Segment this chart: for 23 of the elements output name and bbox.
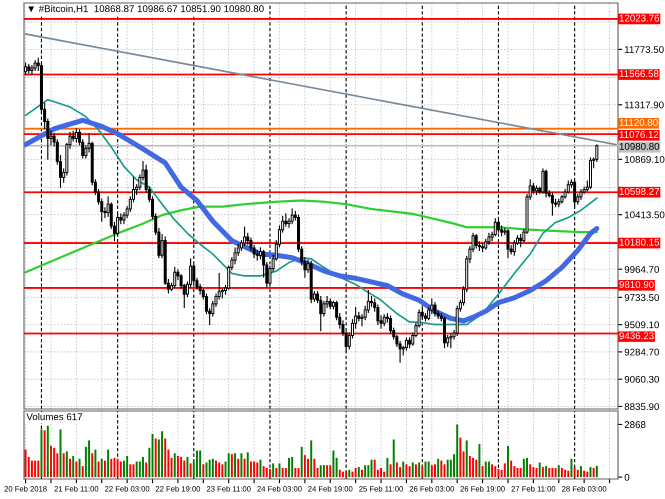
ref-line-label: 12023.76 bbox=[620, 14, 660, 22]
ref-line-label: 10598.27 bbox=[620, 188, 660, 195]
y-tick-label: 10869.10 bbox=[624, 156, 664, 163]
y-tick-label: 9284.70 bbox=[624, 348, 660, 356]
y-tick-label: 11773.50 bbox=[624, 46, 664, 53]
chart-title: Volumes 617 bbox=[26, 413, 82, 420]
y-tick-label: 9060.30 bbox=[624, 376, 660, 383]
ref-line-label: 11120.80 bbox=[620, 119, 658, 126]
ref-line-label: 11076.12 bbox=[620, 131, 658, 138]
ref-line-label: 9436.23 bbox=[619, 332, 654, 340]
ref-line-label: 11566.58 bbox=[620, 70, 658, 78]
ref-line-label: 9810.90 bbox=[619, 281, 654, 288]
y-tick-label: 0 bbox=[624, 474, 630, 481]
y-tick-label: 2868 bbox=[624, 421, 646, 428]
y-tick-label: 9964.70 bbox=[624, 266, 660, 273]
chart-title: ▼ #Bitcoin,H1 10868.87 10986.67 10851.90 10980.80 bbox=[28, 5, 264, 14]
y-tick-label: 8835.90 bbox=[624, 403, 660, 410]
ref-line-label: 10180.15 bbox=[620, 238, 660, 246]
ref-line-label: 10980.80 bbox=[620, 143, 660, 150]
y-tick-label: 11317.90 bbox=[624, 101, 664, 108]
y-tick-label: 10413.50 bbox=[624, 211, 664, 218]
y-tick-label: 9733.50 bbox=[624, 294, 660, 301]
y-tick-label: 9509.10 bbox=[624, 321, 660, 328]
